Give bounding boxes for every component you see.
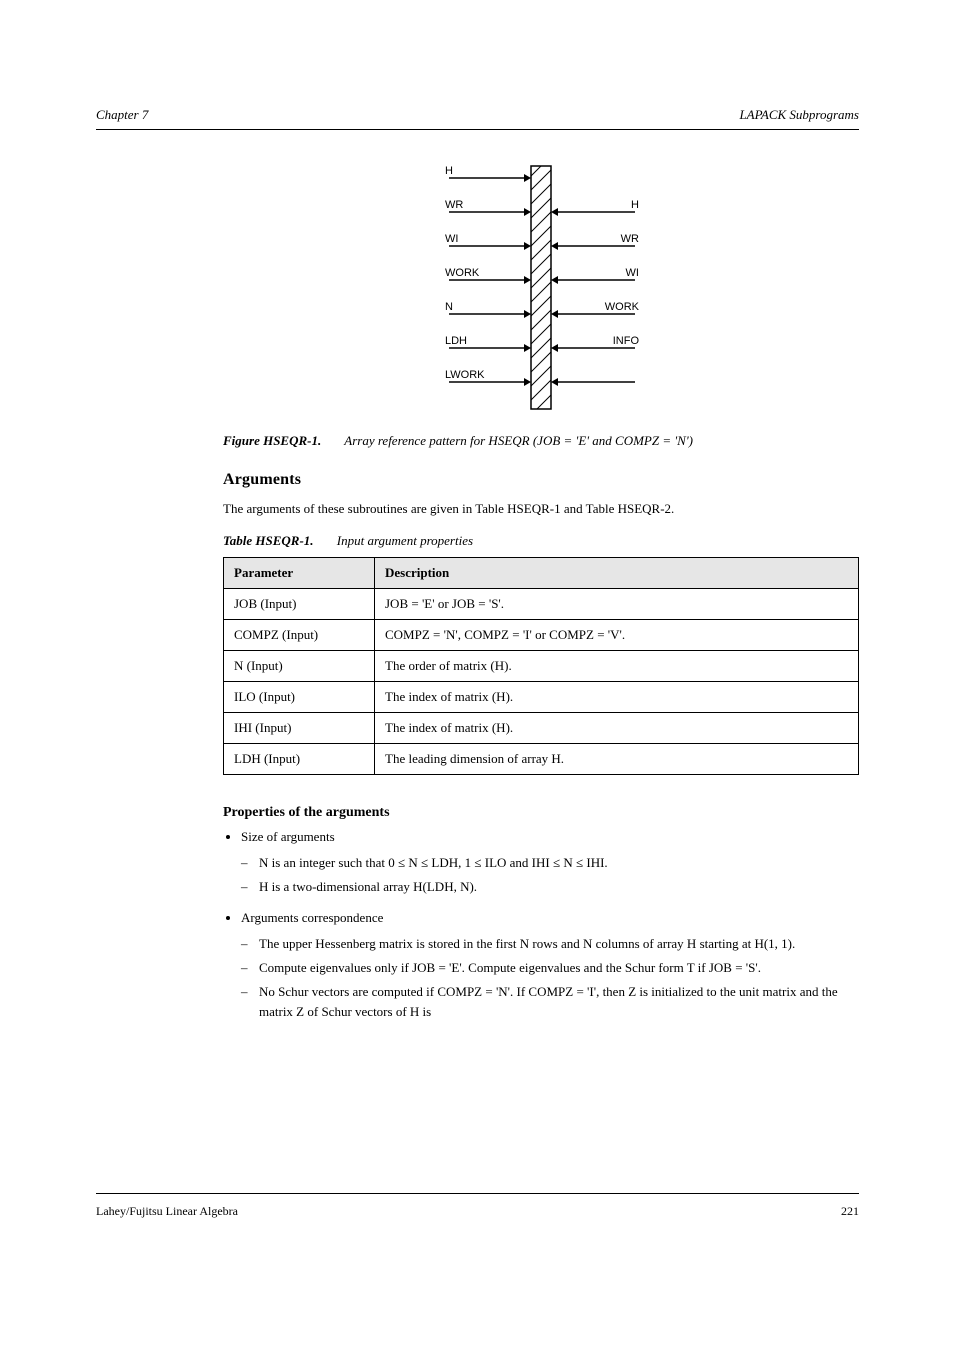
dash-list-2: The upper Hessenberg matrix is stored in…: [223, 934, 859, 1023]
table-caption-text: Input argument properties: [334, 533, 474, 548]
figure-diagram: H WR WI WORK N LDH LWORK H WR WI WORK IN…: [439, 160, 644, 415]
table-cell: ILO (Input): [224, 682, 375, 713]
table-cell: N (Input): [224, 651, 375, 682]
table-cell: JOB = 'E' or JOB = 'S'.: [375, 589, 859, 620]
table-row: COMPZ (Input) COMPZ = 'N', COMPZ = 'I' o…: [224, 620, 859, 651]
dash-item: The upper Hessenberg matrix is stored in…: [259, 934, 859, 954]
parameters-table: Parameter Description JOB (Input) JOB = …: [223, 557, 859, 775]
running-header-section: LAPACK Subprograms: [739, 107, 859, 123]
dash-item: N is an integer such that 0 ≤ N ≤ LDH, 1…: [259, 853, 859, 873]
running-header-chapter: Chapter 7: [96, 107, 148, 123]
diag-left-label-0: H: [445, 165, 453, 177]
subheading-properties: Properties of the arguments: [223, 805, 859, 821]
table-row: LDH (Input) The leading dimension of arr…: [224, 744, 859, 775]
diag-right-label-4: INFO: [612, 335, 639, 347]
bullet-item: Arguments correspondence: [241, 908, 859, 928]
figure-caption: Figure HSEQR-1. Array reference pattern …: [223, 433, 859, 449]
section-intro: The arguments of these subroutines are g…: [223, 499, 859, 519]
table-cell: COMPZ (Input): [224, 620, 375, 651]
hseqr-diagram-svg: H WR WI WORK N LDH LWORK H WR WI WORK IN…: [439, 160, 644, 415]
figure-caption-number: Figure HSEQR-1.: [223, 433, 321, 448]
section-heading-arguments: Arguments: [223, 471, 859, 489]
table-caption-number: Table HSEQR-1.: [223, 533, 314, 548]
diag-left-label-6: LWORK: [445, 369, 485, 381]
footer-rule: [96, 1193, 859, 1194]
diag-right-label-2: WI: [625, 267, 638, 279]
table-cell: JOB (Input): [224, 589, 375, 620]
diag-left-label-3: WORK: [445, 267, 480, 279]
diag-left-label-2: WI: [445, 233, 458, 245]
diag-left-label-5: LDH: [445, 335, 467, 347]
table-row: JOB (Input) JOB = 'E' or JOB = 'S'.: [224, 589, 859, 620]
table-caption: Table HSEQR-1. Input argument properties: [223, 533, 859, 549]
bullet-list-2: Arguments correspondence: [223, 908, 859, 928]
table-cell: IHI (Input): [224, 713, 375, 744]
diag-right-label-0: H: [631, 199, 639, 211]
table-header-description: Description: [375, 558, 859, 589]
bullet-list-1: Size of arguments: [223, 827, 859, 847]
table-cell: COMPZ = 'N', COMPZ = 'I' or COMPZ = 'V'.: [375, 620, 859, 651]
dash-list-1: N is an integer such that 0 ≤ N ≤ LDH, 1…: [223, 853, 859, 897]
bullet-item: Size of arguments: [241, 827, 859, 847]
diag-right-label-3: WORK: [604, 301, 639, 313]
table-header-row: Parameter Description: [224, 558, 859, 589]
table-header-parameter: Parameter: [224, 558, 375, 589]
table-cell: The order of matrix (H).: [375, 651, 859, 682]
figure-caption-text: Array reference pattern for HSEQR (JOB =…: [341, 433, 693, 448]
dash-item: Compute eigenvalues only if JOB = 'E'. C…: [259, 958, 859, 978]
table-cell: LDH (Input): [224, 744, 375, 775]
footer-title: Lahey/Fujitsu Linear Algebra: [96, 1204, 238, 1219]
table-row: ILO (Input) The index of matrix (H).: [224, 682, 859, 713]
dash-item: H is a two-dimensional array H(LDH, N).: [259, 877, 859, 897]
table-row: IHI (Input) The index of matrix (H).: [224, 713, 859, 744]
footer-page-number: 221: [841, 1204, 859, 1219]
diag-left-label-1: WR: [445, 199, 463, 211]
table-cell: The leading dimension of array H.: [375, 744, 859, 775]
dash-item: No Schur vectors are computed if COMPZ =…: [259, 982, 859, 1022]
diag-right-label-1: WR: [620, 233, 638, 245]
table-cell: The index of matrix (H).: [375, 713, 859, 744]
table-cell: The index of matrix (H).: [375, 682, 859, 713]
header-rule: [96, 129, 859, 130]
table-row: N (Input) The order of matrix (H).: [224, 651, 859, 682]
diag-left-label-4: N: [445, 301, 453, 313]
